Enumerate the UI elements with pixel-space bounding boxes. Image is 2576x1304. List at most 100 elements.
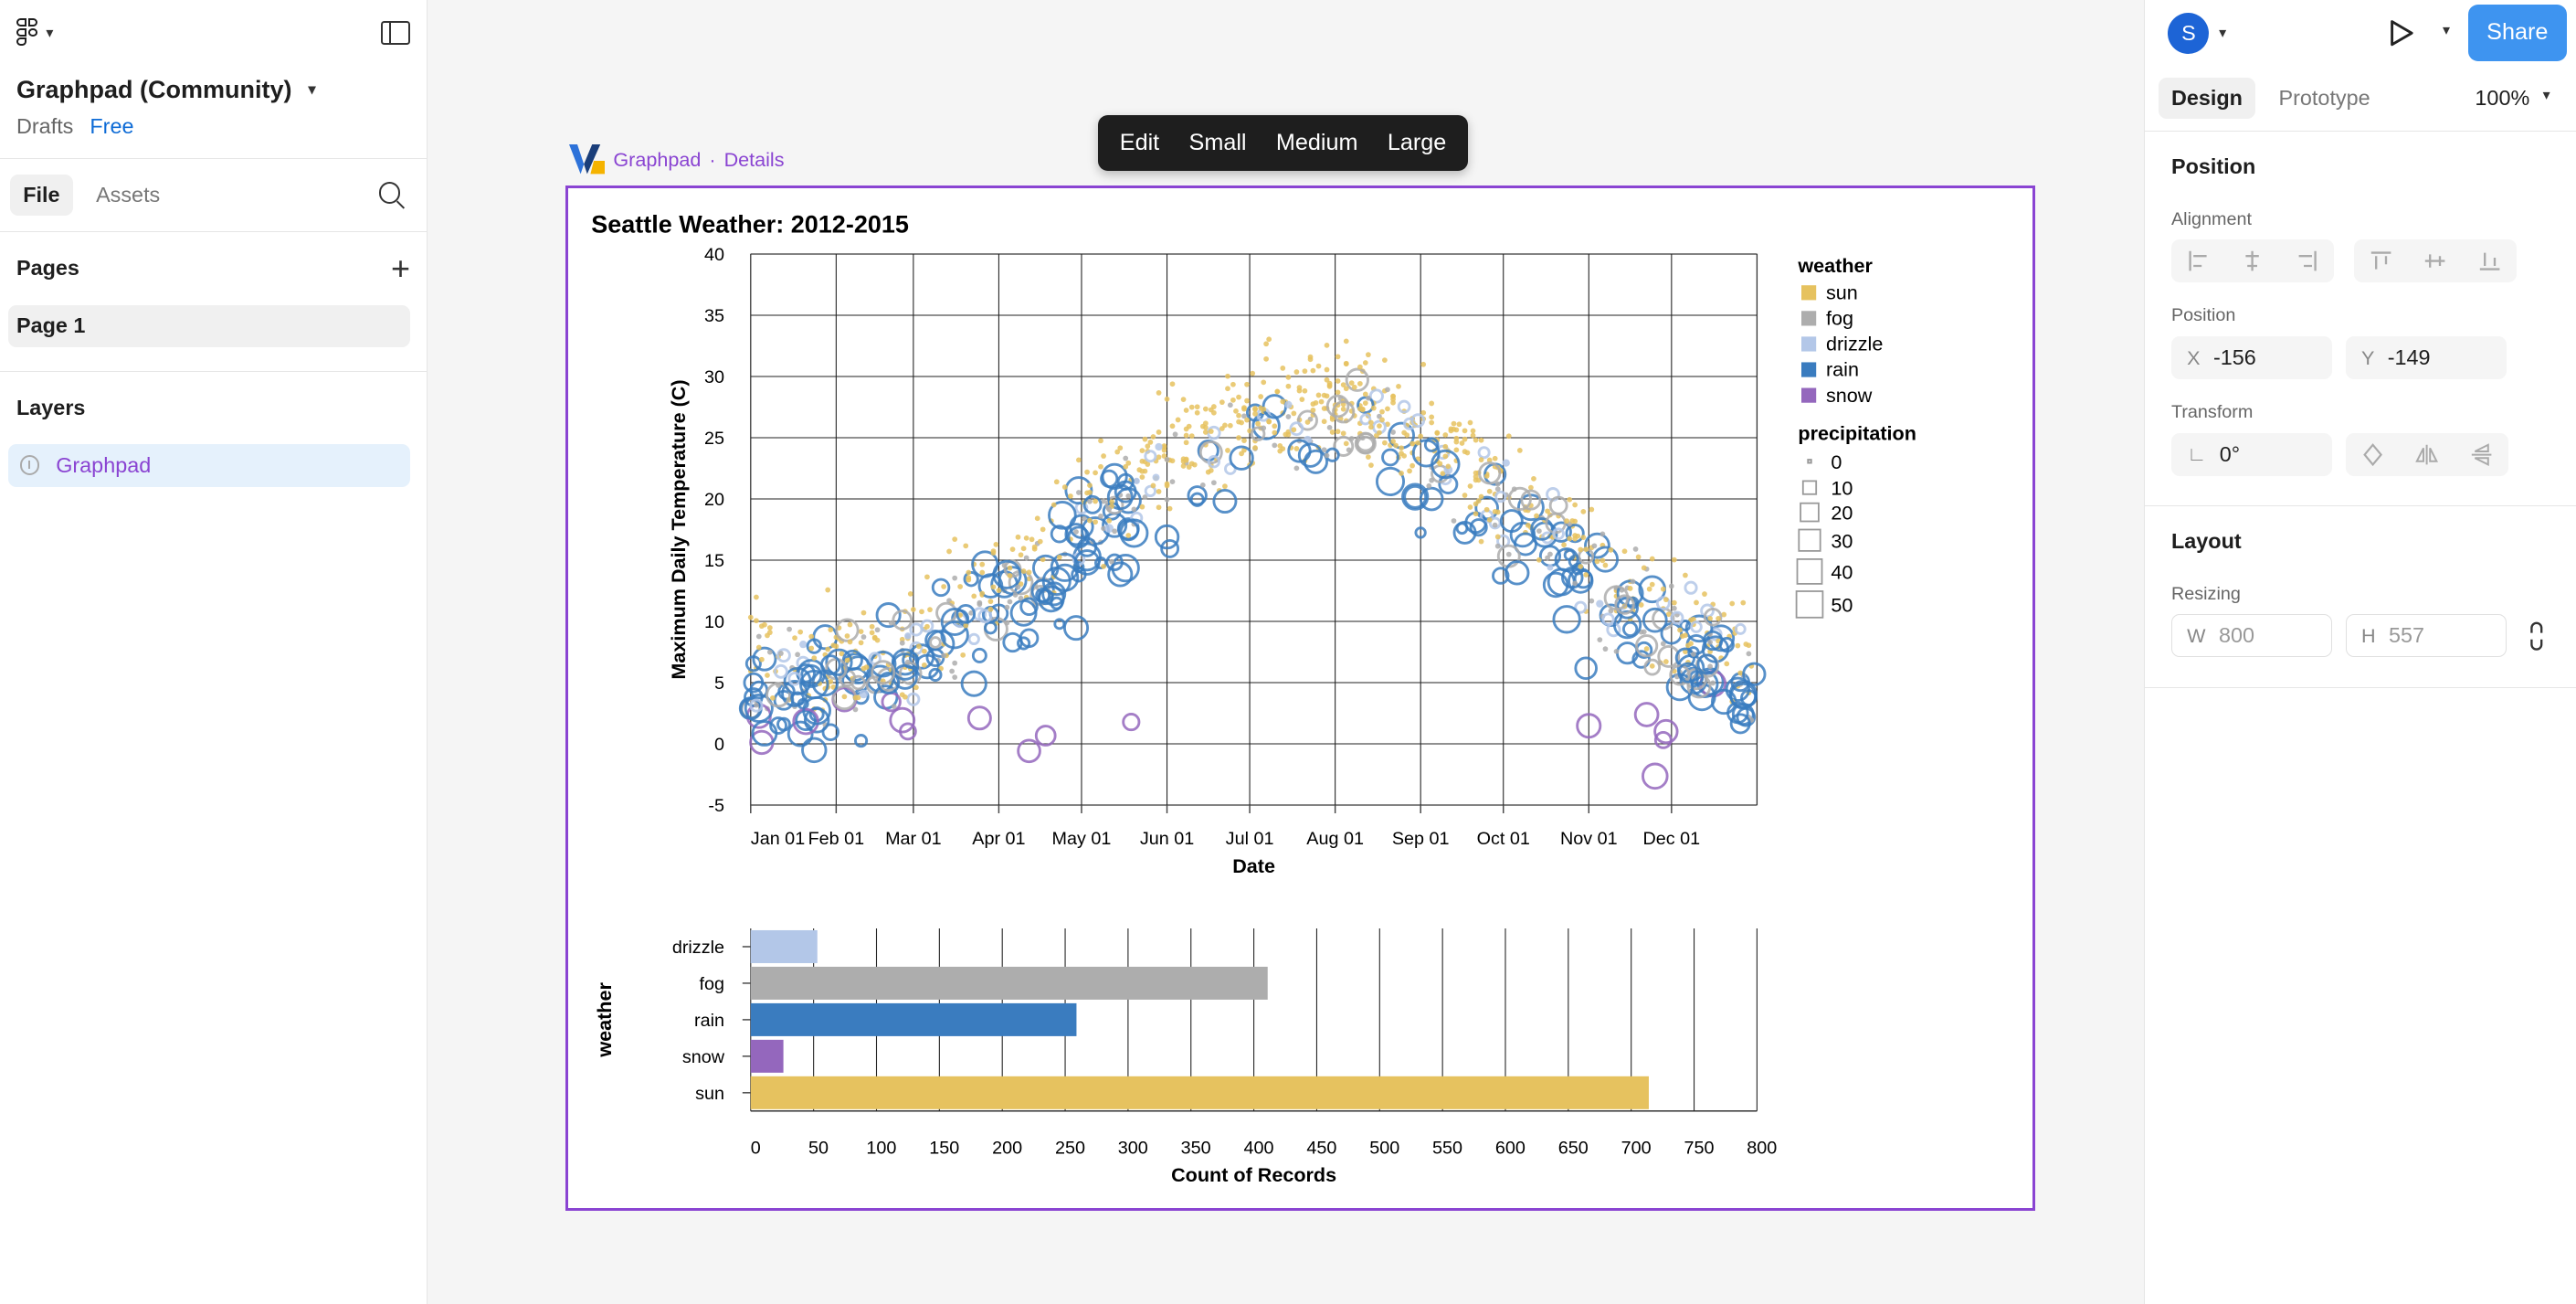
scatter-point bbox=[1287, 439, 1312, 463]
chevron-down-icon: ▾ bbox=[2542, 86, 2550, 103]
drafts-link[interactable]: Drafts bbox=[16, 113, 74, 138]
scatter-point bbox=[952, 661, 958, 666]
scatter-point bbox=[1429, 420, 1435, 426]
x-tick-label: Sep 01 bbox=[1392, 830, 1450, 850]
search-icon[interactable] bbox=[378, 182, 401, 204]
x-field[interactable]: X -156 bbox=[2170, 336, 2333, 379]
layer-item-graphpad[interactable]: Graphpad bbox=[8, 443, 410, 487]
scatter-point bbox=[1329, 417, 1336, 423]
w-value: 800 bbox=[2218, 623, 2254, 648]
scatter-point bbox=[792, 708, 820, 736]
scatter-point bbox=[1263, 356, 1270, 363]
edit-button[interactable]: Edit bbox=[1119, 130, 1160, 156]
scatter-point bbox=[1172, 431, 1178, 438]
scatter-point bbox=[1613, 649, 1620, 655]
scatter-point bbox=[1424, 437, 1440, 453]
scatter-point bbox=[1063, 615, 1090, 641]
scatter-point bbox=[1048, 501, 1077, 531]
height-field[interactable]: H 557 bbox=[2345, 614, 2507, 658]
align-left-icon[interactable] bbox=[2171, 239, 2225, 282]
chevron-down-icon[interactable]: ▾ bbox=[2219, 25, 2227, 41]
constrain-proportions-icon[interactable] bbox=[2527, 621, 2547, 651]
width-field[interactable]: W 800 bbox=[2170, 614, 2333, 658]
scatter-point bbox=[1359, 413, 1372, 426]
scatter-point bbox=[1696, 653, 1718, 675]
align-center-h-icon[interactable] bbox=[2225, 239, 2279, 282]
align-right-icon[interactable] bbox=[2280, 239, 2334, 282]
scatter-point bbox=[1341, 430, 1346, 437]
small-button[interactable]: Small bbox=[1188, 130, 1247, 156]
tab-file[interactable]: File bbox=[9, 175, 73, 217]
rotate-icon[interactable] bbox=[2346, 433, 2400, 476]
scatter-point bbox=[1130, 512, 1144, 525]
graphpad-frame[interactable]: Seattle Weather: 2012-2015 -5 0 5 10 15 20 25 30… bbox=[565, 186, 2036, 1211]
align-top-icon[interactable] bbox=[2354, 239, 2408, 282]
scatter-point bbox=[1192, 462, 1198, 468]
plan-badge[interactable]: Free bbox=[90, 113, 134, 138]
scatter-point bbox=[1397, 400, 1411, 414]
page-item[interactable]: Page 1 bbox=[8, 304, 410, 348]
scatter-point bbox=[929, 636, 942, 650]
tab-prototype[interactable]: Prototype bbox=[2278, 86, 2370, 110]
position-label: Position bbox=[2170, 305, 2236, 326]
flip-horizontal-icon[interactable] bbox=[2400, 433, 2454, 476]
scatter-point bbox=[1224, 462, 1237, 476]
scatter-point bbox=[1167, 506, 1173, 512]
scatter-point bbox=[963, 623, 969, 629]
scatter-point bbox=[908, 591, 913, 598]
zoom-control[interactable]: 100% ▾ bbox=[2475, 86, 2550, 111]
scatter-point bbox=[821, 723, 840, 742]
scatter-point bbox=[1467, 504, 1473, 511]
scatter-point bbox=[916, 643, 923, 650]
sidebar-toggle-icon[interactable] bbox=[380, 21, 410, 45]
scatter-point bbox=[889, 707, 916, 734]
x-tick-label: Apr 01 bbox=[972, 830, 1025, 850]
flip-vertical-icon[interactable] bbox=[2455, 433, 2508, 476]
main-menu-button[interactable]: ▾ bbox=[16, 17, 54, 48]
scatter-point bbox=[1591, 543, 1598, 549]
frame-name[interactable]: Graphpad bbox=[613, 147, 702, 171]
left-tabs: File Assets bbox=[0, 159, 427, 231]
scatter-point bbox=[1683, 649, 1688, 655]
scatter-point bbox=[1473, 511, 1479, 517]
scatter-point bbox=[1530, 517, 1554, 542]
file-name[interactable]: Graphpad (Community) ▾ bbox=[0, 66, 427, 104]
scatter-point bbox=[1180, 397, 1187, 403]
scatter-point bbox=[1734, 623, 1747, 636]
tab-design[interactable]: Design bbox=[2158, 78, 2256, 119]
scatter-point bbox=[1285, 432, 1292, 438]
scatter-point bbox=[1054, 479, 1060, 485]
scatter-point bbox=[1293, 465, 1300, 472]
scatter-point bbox=[1536, 528, 1542, 535]
align-bottom-icon[interactable] bbox=[2463, 239, 2517, 282]
scatter-point bbox=[922, 663, 927, 669]
scatter-point bbox=[1469, 518, 1488, 537]
scatter-point bbox=[1344, 440, 1349, 447]
add-page-icon[interactable]: + bbox=[390, 249, 410, 287]
scatter-point bbox=[1233, 408, 1240, 415]
scatter-point bbox=[1164, 457, 1170, 463]
tab-assets[interactable]: Assets bbox=[96, 183, 161, 207]
avatar[interactable]: S bbox=[2168, 12, 2210, 54]
scatter-point bbox=[1114, 481, 1137, 504]
details-link[interactable]: Details bbox=[723, 147, 785, 171]
y-field[interactable]: Y -149 bbox=[2345, 336, 2507, 379]
scatter-point bbox=[1360, 407, 1366, 413]
scatter-point bbox=[1139, 459, 1145, 465]
medium-button[interactable]: Medium bbox=[1275, 130, 1358, 156]
scatter-point bbox=[1156, 504, 1162, 511]
scatter-point bbox=[1291, 427, 1297, 433]
scatter-point bbox=[1057, 555, 1062, 561]
align-middle-v-icon[interactable] bbox=[2408, 239, 2462, 282]
share-button[interactable]: Share bbox=[2467, 5, 2567, 61]
scatter-point bbox=[1023, 535, 1029, 542]
scatter-point bbox=[1545, 508, 1551, 514]
bar-category-label: fog bbox=[700, 975, 725, 995]
present-play-icon[interactable] bbox=[2389, 18, 2415, 48]
rotation-field[interactable]: ∟ 0° bbox=[2170, 432, 2333, 476]
scatter-point bbox=[1561, 542, 1568, 548]
large-button[interactable]: Large bbox=[1387, 130, 1447, 156]
scatter-point bbox=[1285, 414, 1292, 420]
chevron-down-icon[interactable]: ▾ bbox=[2442, 22, 2451, 39]
scatter-point bbox=[876, 667, 902, 693]
